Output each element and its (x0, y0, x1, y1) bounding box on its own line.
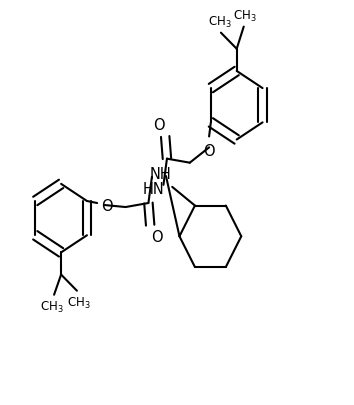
Text: O: O (101, 198, 113, 213)
Text: O: O (153, 118, 165, 133)
Text: CH$_3$: CH$_3$ (67, 295, 91, 310)
Text: O: O (203, 143, 215, 158)
Text: CH$_3$: CH$_3$ (208, 15, 232, 30)
Text: O: O (151, 230, 162, 245)
Text: CH$_3$: CH$_3$ (40, 299, 64, 314)
Text: NH: NH (150, 167, 172, 181)
Text: CH$_3$: CH$_3$ (233, 9, 257, 24)
Text: HN: HN (143, 182, 165, 197)
